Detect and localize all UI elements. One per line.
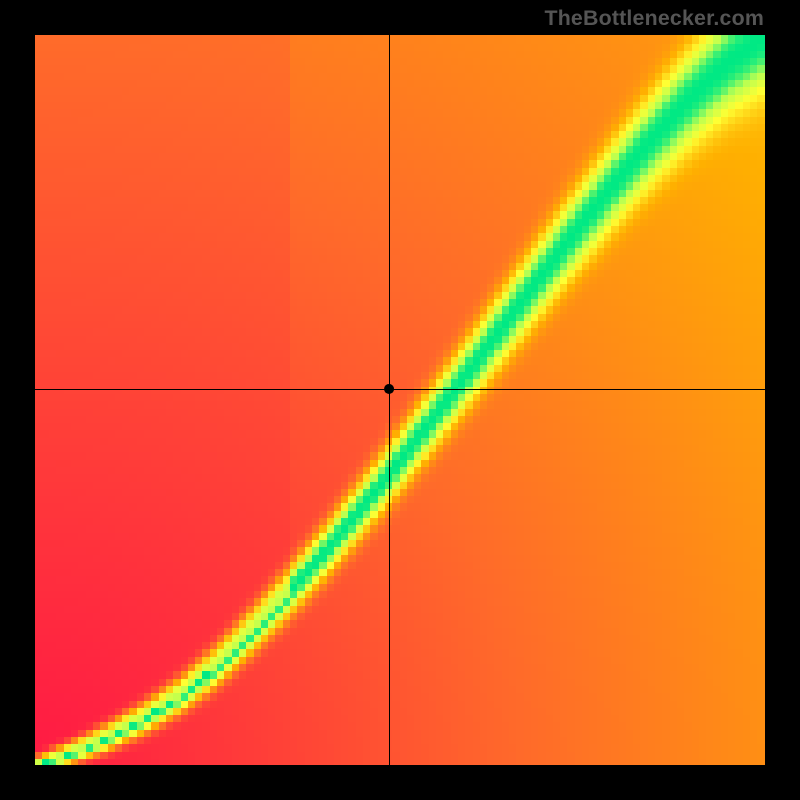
plot-area [35, 35, 765, 765]
bottleneck-heatmap [35, 35, 765, 765]
chart-container: { "watermark": { "text": "TheBottlenecke… [0, 0, 800, 800]
watermark-text: TheBottlenecker.com [544, 6, 764, 31]
